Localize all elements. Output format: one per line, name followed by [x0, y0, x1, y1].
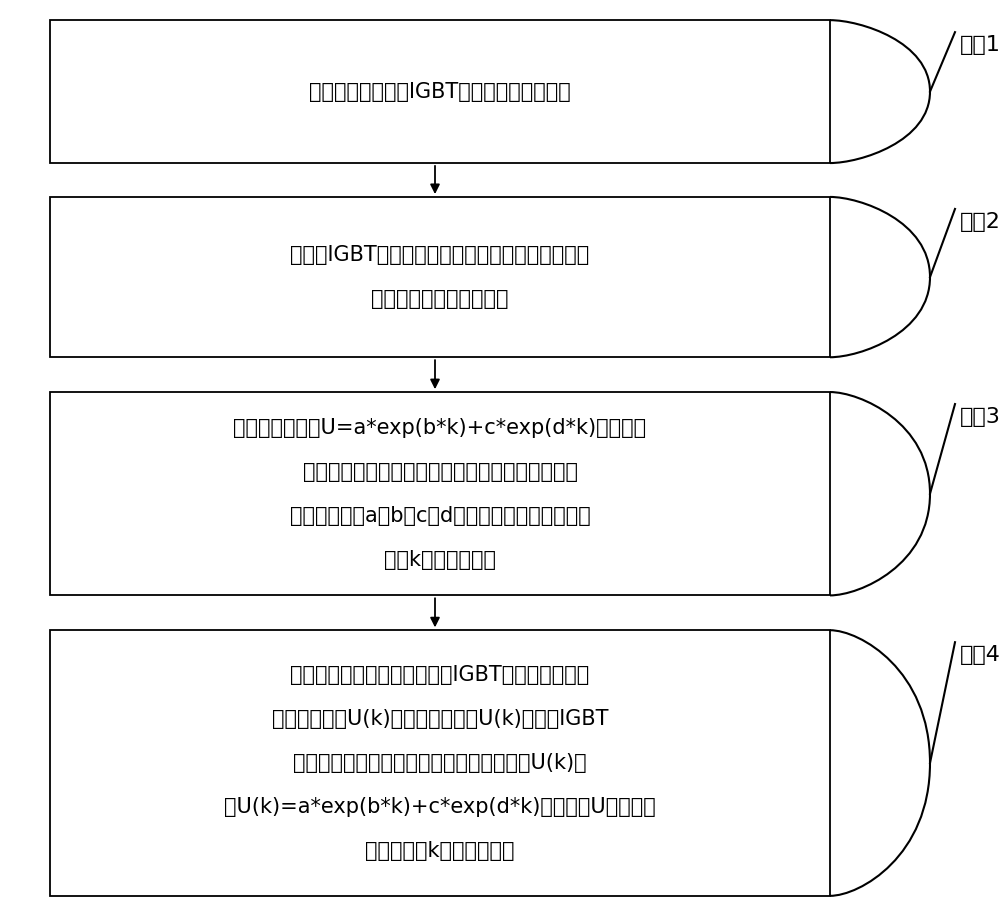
Text: 对待测IGBT的关态电流时序数据进行滤波处理，得: 对待测IGBT的关态电流时序数据进行滤波处理，得 [290, 245, 590, 265]
Text: 迹的状态方程U(k)，根据状态方程U(k)对待测IGBT: 迹的状态方程U(k)，根据状态方程U(k)对待测IGBT [272, 709, 608, 729]
Text: 数，k表示循环周期: 数，k表示循环周期 [384, 550, 496, 570]
Text: 步骤1: 步骤1 [960, 35, 1000, 55]
Bar [50, 20, 830, 163]
Bar [50, 197, 830, 357]
Text: 到关态电流时序趋势数据: 到关态电流时序趋势数据 [371, 289, 509, 309]
Text: ：U(k)=a*exp(b*k)+c*exp(d*k)，式中，U表示趋势: ：U(k)=a*exp(b*k)+c*exp(d*k)，式中，U表示趋势 [224, 797, 656, 817]
Text: 实时采集多组待测IGBT的关态电流时序数据: 实时采集多组待测IGBT的关态电流时序数据 [309, 82, 571, 102]
Text: 态电流时序趋势数据，计算得到双指数模型的模型: 态电流时序趋势数据，计算得到双指数模型的模型 [302, 462, 578, 482]
Text: 奇异点値，k表示循环周期: 奇异点値，k表示循环周期 [365, 841, 515, 861]
Text: 根据模型参数，建立用于拟合IGBT关态电流退化轨: 根据模型参数，建立用于拟合IGBT关态电流退化轨 [290, 665, 590, 685]
Text: 参数，其中，a、b、c和d表示双指数模型的模型参: 参数，其中，a、b、c和d表示双指数模型的模型参 [290, 506, 590, 526]
Text: 步骤2: 步骤2 [960, 212, 1000, 232]
Text: 步骤3: 步骤3 [960, 407, 1000, 427]
Bar [50, 630, 830, 896]
Text: 的关态电流退化进行评估；其中，状态方程U(k)为: 的关态电流退化进行评估；其中，状态方程U(k)为 [293, 753, 587, 773]
Text: 步骤4: 步骤4 [960, 645, 1000, 665]
Bar [50, 392, 830, 595]
Text: 构建双指数模型U=a*exp(b*k)+c*exp(d*k)，根据关: 构建双指数模型U=a*exp(b*k)+c*exp(d*k)，根据关 [233, 418, 647, 438]
